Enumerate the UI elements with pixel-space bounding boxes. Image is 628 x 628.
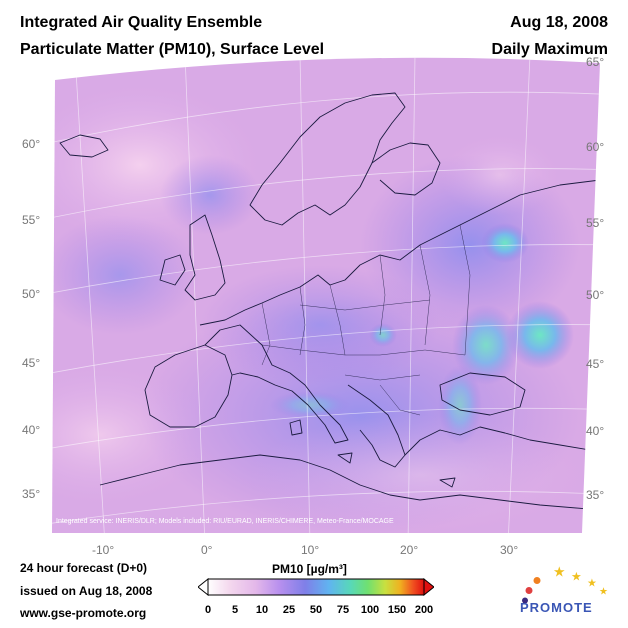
map-title: Integrated Air Quality Ensemble xyxy=(20,14,263,31)
map-date: Aug 18, 2008 xyxy=(510,14,608,31)
lat-label-left: 55° xyxy=(22,213,41,227)
pm10-map xyxy=(0,55,628,545)
colorbar-max-arrow xyxy=(423,577,434,597)
colorbar-tick: 0 xyxy=(204,604,212,616)
map-canvas xyxy=(52,57,600,533)
lat-label-right: 50° xyxy=(586,288,605,302)
lat-label-left: 35° xyxy=(22,487,41,501)
lat-label-left: 40° xyxy=(22,423,41,437)
colorbar-gradient xyxy=(207,578,425,596)
lat-label-left: 45° xyxy=(22,356,41,370)
lat-label-right: 40° xyxy=(586,424,605,438)
colorbar-tick: 75 xyxy=(336,604,350,616)
colorbar-tick: 100 xyxy=(360,604,380,616)
colorbar-title: PM10 [µg/m³] xyxy=(272,562,347,576)
lon-label: 20° xyxy=(400,543,419,557)
lon-label: 30° xyxy=(500,543,519,557)
colorbar xyxy=(198,577,434,597)
lat-label-right: 55° xyxy=(586,216,605,230)
colorbar-min-arrow xyxy=(198,577,209,597)
svg-text:★: ★ xyxy=(553,565,566,581)
lat-label-right: 65° xyxy=(586,55,605,69)
map-statistic: Daily Maximum xyxy=(491,41,608,58)
svg-text:★: ★ xyxy=(587,577,597,590)
colorbar-tick: 25 xyxy=(282,604,296,616)
svg-text:★: ★ xyxy=(599,587,608,598)
lon-label: 10° xyxy=(301,543,320,557)
colorbar-tick: 150 xyxy=(387,604,407,616)
lat-label-left: 50° xyxy=(22,287,41,301)
promote-logo-icon: ★ ★ ★ ★ xyxy=(522,565,608,604)
promote-logo-text: PROMOTE xyxy=(520,600,593,615)
forecast-label: 24 hour forecast (D+0) xyxy=(20,561,148,575)
colorbar-tick: 10 xyxy=(255,604,269,616)
colorbar-tick: 200 xyxy=(414,604,434,616)
colorbar-tick: 5 xyxy=(231,604,239,616)
lat-label-right: 35° xyxy=(586,488,605,502)
lon-label: -10° xyxy=(92,543,115,557)
lat-label-right: 60° xyxy=(586,140,605,154)
colorbar-tick: 50 xyxy=(309,604,323,616)
issued-label: issued on Aug 18, 2008 xyxy=(20,584,153,598)
lat-label-left: 60° xyxy=(22,137,41,151)
lon-label: 0° xyxy=(201,543,213,557)
svg-text:★: ★ xyxy=(571,570,582,584)
map-subtitle: Particulate Matter (PM10), Surface Level xyxy=(20,41,325,58)
website-link[interactable]: www.gse-promote.org xyxy=(20,606,147,620)
lat-label-right: 45° xyxy=(586,357,605,371)
model-credit: Integrated service: INERIS/DLR; Models i… xyxy=(56,518,394,525)
